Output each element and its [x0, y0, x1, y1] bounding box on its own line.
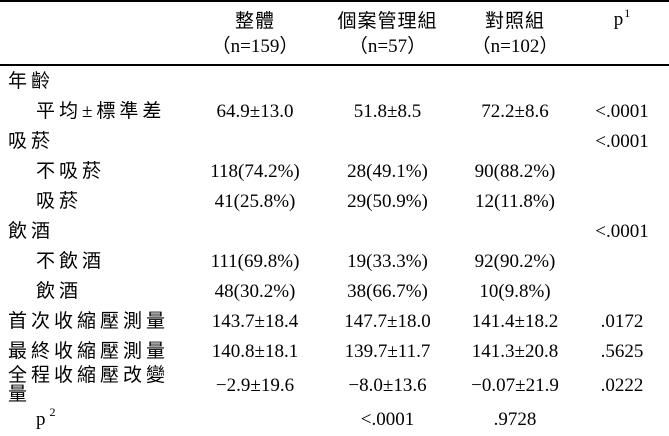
cell-value: 72.2±8.6 — [481, 100, 549, 122]
row-label: 年齡 — [8, 70, 55, 92]
cell-value: 64.9±13.0 — [216, 100, 294, 122]
p-value-label: p — [613, 9, 625, 30]
cell-value — [190, 216, 320, 246]
cell-value: −0.07±21.9 — [471, 374, 559, 396]
cell-value: .0172 — [600, 310, 644, 332]
cell-value: 41(25.8%) — [214, 190, 296, 212]
row-label-superscript: 2 — [49, 405, 56, 420]
cell-value: <.0001 — [595, 100, 649, 122]
cell-value: −2.9±19.6 — [215, 374, 295, 396]
cell-value: <.0001 — [360, 408, 415, 430]
cell-value: 19(33.3%) — [347, 250, 428, 272]
cell-value: .5625 — [600, 340, 644, 362]
header-row: 整體 （n=159） 個案管理組 （n=57） 對照組 （n=102） p1 — [0, 1, 669, 65]
table-row: 不吸菸 118(74.2%) 28(49.1%) 90(88.2%) — [0, 156, 669, 186]
row-label: 飲酒 — [36, 280, 83, 302]
cell-value: −8.0±13.6 — [348, 374, 427, 396]
table-row: 飲酒 48(30.2%) 38(66.7%) 10(9.8%) — [0, 276, 669, 306]
table-body: 年齡 平均±標準差 64.9±13.0 51.8±8.5 72.2±8.6 <.0001 吸… — [0, 65, 669, 434]
cell-value: <.0001 — [595, 130, 649, 152]
row-label: 不飲酒 — [36, 250, 106, 272]
header-col-control-title: 對照組 — [484, 11, 545, 32]
header-col-case-management: 個案管理組 （n=57） — [320, 1, 455, 65]
table-row: 年齡 — [0, 65, 669, 96]
row-label: 吸菸 — [36, 190, 83, 212]
row-label: 吸菸 — [8, 130, 55, 152]
cell-value — [320, 216, 455, 246]
cell-value: 51.8±8.5 — [353, 100, 422, 122]
p-value-superscript: 1 — [624, 5, 631, 20]
header-col-p-value: p1 — [575, 1, 669, 65]
row-label: 飲酒 — [8, 220, 55, 242]
cell-value: .9728 — [493, 408, 537, 430]
row-label: 首次收縮壓測量 — [8, 310, 170, 332]
row-label: 全程收縮壓改變量 — [8, 365, 170, 405]
cell-value: 141.3±20.8 — [471, 340, 559, 362]
cell-value — [455, 65, 575, 96]
row-label: 不吸菸 — [36, 160, 106, 182]
cell-value: 10(9.8%) — [479, 280, 551, 302]
header-col-overall: 整體 （n=159） — [190, 1, 320, 65]
cell-value — [190, 126, 320, 156]
table-row: 不飲酒 111(69.8%) 19(33.3%) 92(90.2%) — [0, 246, 669, 276]
cell-value — [575, 246, 669, 276]
table-row: 吸菸 41(25.8%) 29(50.9%) 12(11.8%) — [0, 186, 669, 216]
cell-value: 90(88.2%) — [474, 160, 556, 182]
cell-value: 29(50.9%) — [347, 190, 428, 212]
table-row: 最終收縮壓測量 140.8±18.1 139.7±11.7 141.3±20.8 .56… — [0, 336, 669, 366]
cell-value — [575, 404, 669, 434]
cell-value — [575, 65, 669, 96]
table-header: 整體 （n=159） 個案管理組 （n=57） 對照組 （n=102） p1 — [0, 1, 669, 65]
table-row: 首次收縮壓測量 143.7±18.4 147.7±18.0 141.4±18.2 .01… — [0, 306, 669, 336]
cell-value: 141.4±18.2 — [471, 310, 559, 332]
cell-value — [320, 126, 455, 156]
table-row: 飲酒 <.0001 — [0, 216, 669, 246]
cell-value: 28(49.1%) — [347, 160, 428, 182]
cell-value: 147.7±18.0 — [344, 310, 431, 332]
table-row: p2 <.0001 .9728 — [0, 404, 669, 434]
cell-value: 139.7±11.7 — [344, 340, 431, 362]
cell-value: 118(74.2%) — [210, 160, 300, 182]
cell-value — [455, 216, 575, 246]
header-col-overall-n: （n=159） — [211, 36, 299, 57]
cell-value — [190, 404, 320, 434]
cell-value: 140.8±18.1 — [211, 340, 299, 362]
row-label: 平均±標準差 — [36, 100, 166, 122]
cell-value: 48(30.2%) — [214, 280, 296, 302]
table-row: 吸菸 <.0001 — [0, 126, 669, 156]
cell-value — [575, 276, 669, 306]
cell-value: <.0001 — [595, 220, 649, 242]
cell-value: 92(90.2%) — [474, 250, 556, 272]
header-col-case-management-title: 個案管理組 — [337, 11, 438, 32]
cell-value: 143.7±18.4 — [211, 310, 299, 332]
header-empty-cell — [0, 1, 190, 65]
cell-value: 38(66.7%) — [347, 280, 428, 302]
table-row: 平均±標準差 64.9±13.0 51.8±8.5 72.2±8.6 <.0001 — [0, 96, 669, 126]
cell-value: 12(11.8%) — [474, 190, 556, 212]
table-row: 全程收縮壓改變量 −2.9±19.6 −8.0±13.6 −0.07±21.9 .022… — [0, 366, 669, 404]
cell-value — [575, 156, 669, 186]
cell-value: 111(69.8%) — [210, 250, 300, 272]
header-col-overall-title: 整體 — [234, 11, 275, 32]
cell-value — [575, 186, 669, 216]
cell-value — [320, 65, 455, 96]
header-col-control: 對照組 （n=102） — [455, 1, 575, 65]
row-label: p2 — [36, 405, 56, 430]
cell-value: .0222 — [600, 374, 644, 396]
header-col-control-n: （n=102） — [471, 36, 559, 57]
row-label: 最終收縮壓測量 — [8, 340, 170, 362]
cell-value — [455, 126, 575, 156]
cell-value — [190, 65, 320, 96]
header-col-case-management-n: （n=57） — [348, 36, 427, 57]
